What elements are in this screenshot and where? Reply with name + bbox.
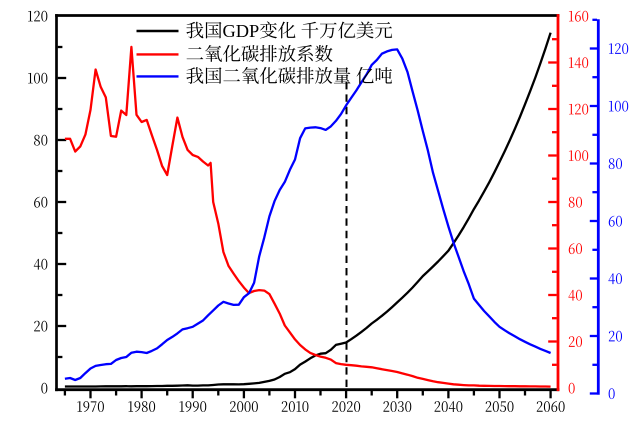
svg-text:GDP: GDP [223,21,260,41]
